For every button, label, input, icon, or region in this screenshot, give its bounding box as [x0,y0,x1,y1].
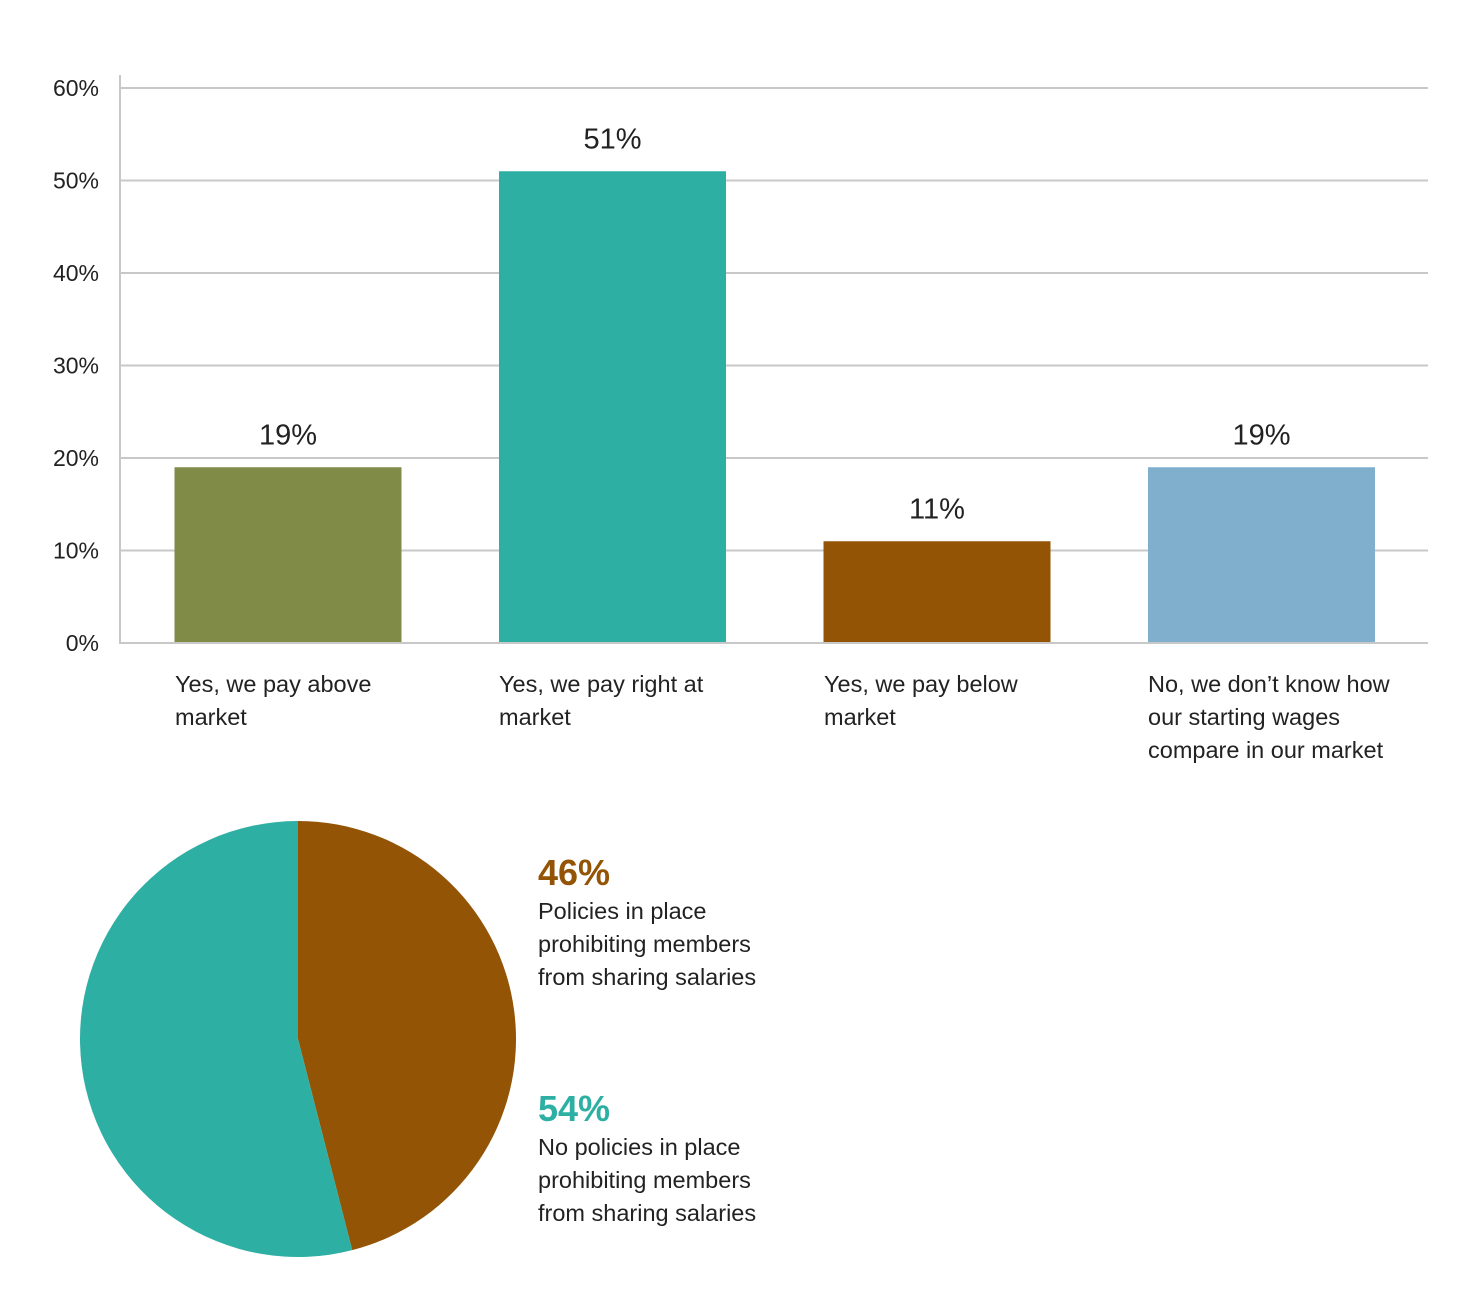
bar [174,467,402,643]
category-label-line: Yes, we pay above [175,671,372,697]
y-tick-label: 0% [66,630,99,656]
bar [823,541,1051,643]
pie-slice [79,820,353,1257]
bar [1148,467,1375,643]
pie-legend-percent: 54% [538,1088,611,1129]
category-label-dont-know: No, we don’t know how our starting wages… [1148,668,1448,767]
y-tick-label: 30% [53,353,99,379]
category-label-line: market [175,704,247,730]
bar-value-label: 19% [259,419,317,451]
y-tick-label: 40% [53,260,99,286]
category-label-above-market: Yes, we pay above market [175,668,445,734]
pie-legend-text: Policies in place prohibiting members fr… [538,895,838,994]
y-axis-ticks: 0% 10% 20% 30% 40% 50% 60% [53,75,99,656]
pie-legend-text-line: No policies in place [538,1134,741,1160]
pie-legend-text-line: prohibiting members [538,1167,751,1193]
bars [174,171,1375,643]
y-tick-label: 10% [53,538,99,564]
category-label-line: market [824,704,896,730]
pie-slice [298,821,516,1251]
y-tick-label: 20% [53,445,99,471]
bar-value-label: 51% [583,123,641,155]
bar-value-label: 11% [909,493,965,525]
category-label-line: No, we don’t know how [1148,671,1390,697]
y-tick-label: 60% [53,75,99,101]
category-label-line: market [499,704,571,730]
pie-chart [79,820,516,1257]
category-label-at-market: Yes, we pay right at market [499,668,769,734]
pie-legend-text-line: from sharing salaries [538,964,757,990]
category-label-line: compare in our market [1148,737,1384,763]
pie-slices [79,820,516,1257]
bar-value-labels: 19% 51% 11% 19% [259,123,1291,525]
pie-legend-text: No policies in place prohibiting members… [538,1131,838,1230]
bar [499,171,726,643]
y-tick-label: 50% [53,168,99,194]
category-label-line: our starting wages [1148,704,1341,730]
pie-legend-text-line: prohibiting members [538,931,751,957]
pie-legend-text-line: Policies in place [538,898,707,924]
category-label-below-market: Yes, we pay below market [824,668,1094,734]
category-label-line: Yes, we pay below [824,671,1018,697]
category-label-line: Yes, we pay right at [499,671,704,697]
pie-legend-percent: 46% [538,852,611,893]
bar-value-label: 19% [1232,419,1290,451]
bar-chart: 0% 10% 20% 30% 40% 50% 60% 19% 51% 11% 19% [53,75,1428,656]
pie-legend-entry-policies: 46% Policies in place prohibiting member… [538,853,838,994]
pie-legend-entry-no-policies: 54% No policies in place prohibiting mem… [538,1089,838,1230]
pie-legend-text-line: from sharing salaries [538,1200,757,1226]
